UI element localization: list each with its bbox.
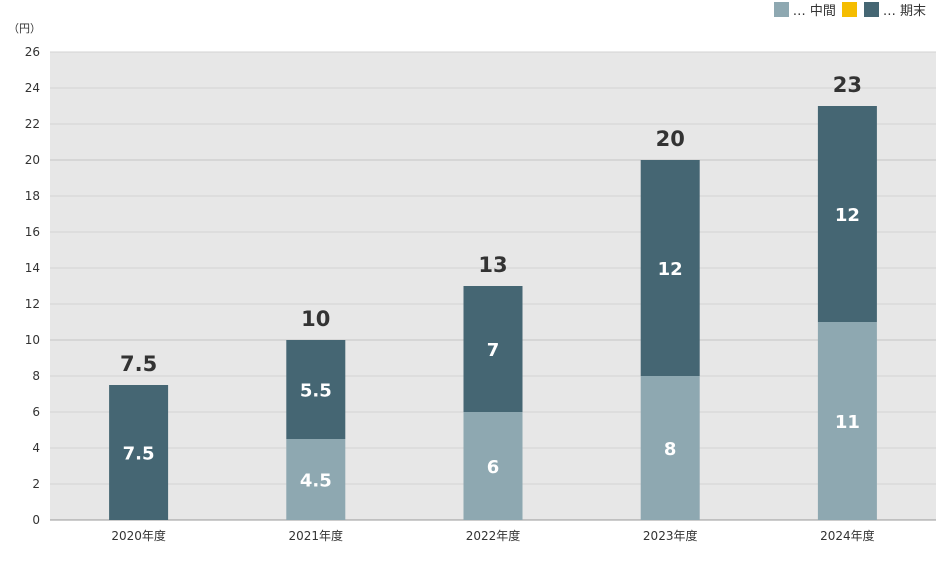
- bar-label-yearend-0: 7.5: [123, 444, 155, 465]
- legend-swatch-yellow: [841, 1, 857, 17]
- bar-label-interim-2: 6: [487, 457, 500, 478]
- x-tick-label-3: 2023年度: [643, 528, 698, 543]
- y-tick-label-16: 16: [25, 225, 40, 239]
- bar-interim-3: [640, 376, 700, 520]
- y-tick-label-26: 26: [25, 45, 40, 59]
- bar-label-yearend-1: 5.5: [300, 381, 332, 402]
- y-tick-label-0: 0: [32, 513, 40, 527]
- bar-label-yearend-3: 12: [658, 259, 683, 280]
- y-tick-label-20: 20: [25, 153, 40, 167]
- y-tick-label-2: 2: [32, 477, 40, 491]
- total-label-0: 7.5: [120, 352, 157, 376]
- y-tick-label-14: 14: [25, 261, 40, 275]
- bar-interim-1: [286, 439, 346, 520]
- y-tick-label-6: 6: [32, 405, 40, 419]
- total-label-3: 20: [656, 127, 685, 151]
- y-tick-label-24: 24: [25, 81, 40, 95]
- legend-swatch-yearend: [863, 1, 879, 17]
- y-tick-label-22: 22: [25, 117, 40, 131]
- legend-label-yearend: … 期末: [882, 3, 926, 19]
- y-axis-unit-label: （円）: [8, 22, 41, 35]
- bar-interim-2: [463, 412, 523, 520]
- x-tick-label-0: 2020年度: [111, 528, 166, 543]
- bar-label-yearend-2: 7: [487, 340, 500, 361]
- legend: … 中間 … 期末: [768, 0, 926, 19]
- y-tick-label-18: 18: [25, 189, 40, 203]
- legend-swatch-interim: [773, 1, 789, 17]
- x-tick-label-2: 2022年度: [466, 528, 521, 543]
- legend-item-interim: … 中間: [773, 0, 836, 19]
- total-label-4: 23: [833, 73, 862, 97]
- bar-label-interim-1: 4.5: [300, 471, 332, 492]
- bar-yearend-2: [463, 286, 523, 412]
- bar-yearend-3: [640, 160, 700, 376]
- x-tick-label-4: 2024年度: [820, 528, 875, 543]
- bar-yearend-1: [286, 340, 346, 439]
- bar-yearend-4: [817, 106, 877, 322]
- legend-label-interim: … 中間: [792, 3, 836, 19]
- bar-label-interim-3: 8: [664, 439, 677, 460]
- y-tick-label-4: 4: [32, 441, 40, 455]
- y-tick-label-12: 12: [25, 297, 40, 311]
- y-tick-label-10: 10: [25, 333, 40, 347]
- total-label-1: 10: [301, 307, 330, 331]
- legend-item-yearend: … 期末: [841, 0, 926, 19]
- bar-label-yearend-4: 12: [835, 205, 860, 226]
- y-tick-label-8: 8: [32, 369, 40, 383]
- bar-label-interim-4: 11: [835, 412, 860, 433]
- bar-yearend-0: [109, 385, 169, 520]
- total-label-2: 13: [478, 253, 507, 277]
- x-tick-label-1: 2021年度: [289, 528, 344, 543]
- bar-interim-4: [817, 322, 877, 520]
